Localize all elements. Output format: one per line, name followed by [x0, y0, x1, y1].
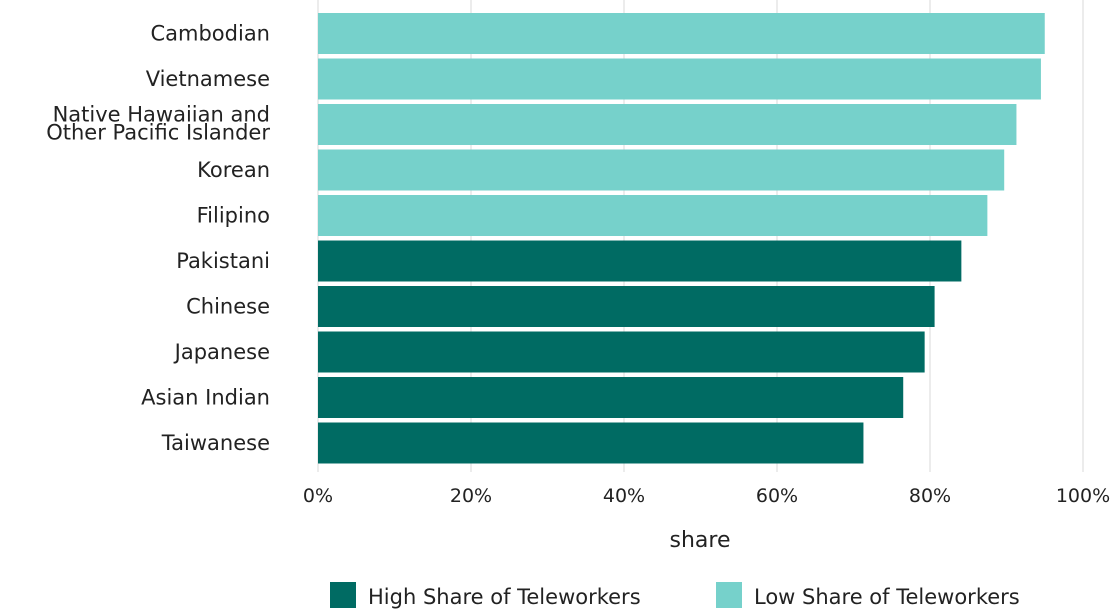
- category-label: Native Hawaiian and Other Pacific Islande…: [46, 103, 270, 145]
- bar: [318, 422, 864, 464]
- x-tick-label: 40%: [603, 485, 645, 507]
- category-label: Taiwanese: [161, 431, 270, 455]
- legend-swatch-high: [330, 582, 356, 608]
- bar: [318, 286, 935, 327]
- bar: [318, 104, 1017, 145]
- category-label: Filipino: [197, 204, 270, 228]
- x-tick-label: 20%: [450, 485, 492, 507]
- bar: [318, 149, 1005, 191]
- category-label: Pakistani: [176, 249, 270, 273]
- bar-layer: [318, 13, 1045, 464]
- legend: High Share of Teleworkers Low Share of T…: [330, 582, 1020, 609]
- bar: [318, 240, 962, 282]
- category-labels: Cambodian Vietnamese Native Hawaiian and Ot…: [46, 22, 270, 456]
- legend-label-low: Low Share of Teleworkers: [754, 585, 1020, 609]
- category-label: Chinese: [186, 295, 270, 319]
- category-label: Vietnamese: [146, 67, 270, 91]
- category-label: Korean: [197, 158, 270, 182]
- x-tick-label: 100%: [1056, 485, 1110, 507]
- bar: [318, 331, 925, 373]
- bar: [318, 377, 904, 418]
- bar: [318, 58, 1041, 100]
- category-label: Cambodian: [150, 22, 270, 46]
- bar: [318, 13, 1045, 54]
- x-tick-labels: 0% 20% 40% 60% 80% 100%: [303, 485, 1110, 507]
- category-label: Japanese: [173, 340, 270, 364]
- category-label: Asian Indian: [141, 386, 270, 410]
- x-tick-label: 80%: [909, 485, 951, 507]
- legend-swatch-low: [716, 582, 742, 608]
- legend-label-high: High Share of Teleworkers: [368, 585, 641, 609]
- x-tick-label: 0%: [303, 485, 333, 507]
- x-tick-label: 60%: [756, 485, 798, 507]
- bar: [318, 195, 988, 236]
- x-axis-title: share: [670, 528, 731, 553]
